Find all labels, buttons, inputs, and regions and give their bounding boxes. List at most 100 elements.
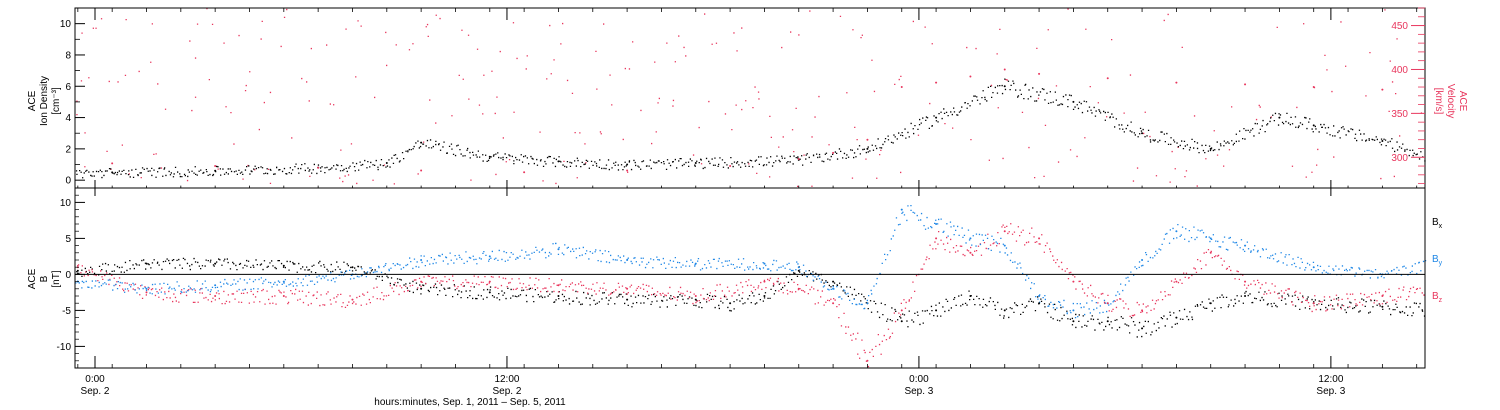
legend-bz: Bz: [1432, 291, 1443, 304]
data-point-velocity: [900, 86, 903, 89]
data-point-by: [832, 287, 835, 290]
data-point-bz: [1244, 280, 1247, 283]
data-point-velocity: [729, 165, 732, 168]
data-point-bz: [1175, 280, 1178, 283]
data-point-ion-density: [1312, 124, 1315, 127]
data-point-velocity: [1381, 88, 1384, 91]
data-point-bx: [763, 295, 766, 297]
density-label-line3: [cm⁻³]: [51, 87, 62, 115]
data-point-bx: [729, 302, 732, 305]
labels-layer: ACE Ion Density [cm⁻³] ACE Velocity [km/…: [27, 76, 1468, 408]
data-point-bx: [1141, 327, 1144, 330]
data-point-by: [557, 248, 560, 251]
data-point-velocity: [1106, 77, 1109, 80]
velocity-y-tick-label: 450: [1391, 21, 1408, 32]
legend-bz-sub: z: [1439, 297, 1443, 304]
data-point-bx: [145, 262, 148, 265]
data-point-bz: [145, 291, 148, 294]
data-point-bx: [832, 280, 835, 283]
data-point-by: [1312, 266, 1315, 269]
data-point-ion-density: [1209, 147, 1212, 150]
x-tick-time-label: 0:00: [909, 374, 929, 385]
data-point-velocity: [797, 158, 800, 161]
data-point-bz: [1141, 309, 1144, 312]
data-point-bx: [1003, 309, 1006, 312]
data-point-by: [1141, 259, 1144, 261]
data-point-bx: [969, 295, 972, 297]
by-series-points: [75, 205, 1427, 319]
data-point-velocity: [420, 169, 423, 172]
data-point-bz: [1106, 302, 1109, 305]
velocity-series-marks: [76, 8, 1423, 187]
data-point-by: [626, 259, 629, 261]
bfield-label-line1: ACE: [27, 268, 38, 289]
data-point-bz: [1312, 302, 1315, 305]
legend-by: By: [1432, 254, 1443, 267]
data-point-bx: [488, 291, 491, 294]
x-tick-date-label: Sep. 2: [492, 386, 521, 397]
data-point-velocity: [626, 169, 629, 172]
data-point-bz: [488, 280, 491, 283]
data-point-ion-density: [488, 155, 491, 158]
data-point-bz: [1209, 251, 1212, 254]
data-point-bx: [626, 298, 629, 301]
data-point-bx: [1244, 295, 1247, 297]
data-point-bz: [797, 287, 800, 290]
velocity-label-line1: ACE: [1457, 91, 1468, 112]
data-point-by: [694, 262, 697, 265]
data-point-bz: [626, 287, 629, 290]
data-point-bx: [420, 287, 423, 290]
density-y-tick-label: 8: [65, 50, 71, 61]
data-point-by: [1175, 230, 1178, 233]
data-point-bz: [1381, 295, 1384, 297]
data-point-velocity: [214, 165, 217, 168]
data-point-velocity: [1038, 72, 1041, 75]
data-point-bz: [282, 295, 285, 297]
x-tick-date-label: Sep. 2: [81, 386, 110, 397]
bfield-y-tick-label: 0: [65, 270, 71, 281]
data-point-velocity: [1244, 83, 1247, 86]
data-point-ion-density: [385, 161, 388, 164]
data-point-bz: [214, 295, 217, 297]
data-point-bx: [1072, 320, 1075, 323]
data-point-by: [866, 302, 869, 305]
legend-bz-main: B: [1432, 291, 1439, 302]
density-y-tick-label: 4: [65, 113, 71, 124]
data-point-bx: [694, 298, 697, 301]
data-point-ion-density: [866, 147, 869, 150]
data-point-velocity: [317, 166, 320, 169]
density-y-tick-label: 10: [60, 19, 72, 30]
data-point-by: [282, 280, 285, 283]
data-point-bx: [1175, 316, 1178, 319]
data-point-bz: [763, 280, 766, 283]
bfield-y-tick-label: 5: [65, 234, 71, 245]
data-point-by: [488, 255, 491, 258]
data-point-by: [763, 262, 766, 265]
x-axis-title: hours:minutes, Sep. 1, 2011 – Sep. 5, 20…: [374, 397, 566, 408]
data-point-bz: [832, 302, 835, 305]
data-point-velocity: [1312, 86, 1315, 89]
data-point-ion-density: [1381, 140, 1384, 143]
data-point-by: [797, 266, 800, 269]
data-point-ion-density: [557, 160, 560, 163]
density-y-tick-label: 6: [65, 82, 71, 93]
bx-series-points: [76, 257, 1426, 338]
bottom-plot-area: [75, 205, 1427, 368]
legend-bx-sub: x: [1439, 223, 1443, 230]
data-point-velocity: [523, 171, 526, 174]
legend-bx-main: B: [1432, 217, 1439, 228]
data-point-by: [145, 287, 148, 290]
data-point-by: [935, 223, 938, 225]
data-point-ion-density: [111, 171, 114, 174]
data-point-by: [1244, 244, 1247, 247]
data-point-by: [969, 237, 972, 240]
x-tick-date-label: Sep. 3: [1316, 386, 1345, 397]
data-point-velocity: [832, 151, 835, 154]
data-point-bz: [1038, 237, 1041, 240]
x-tick-time-label: 12:00: [1318, 374, 1343, 385]
x-tick-time-label: 0:00: [85, 374, 105, 385]
data-point-ion-density: [1072, 100, 1075, 103]
data-point-ion-density: [626, 163, 629, 166]
